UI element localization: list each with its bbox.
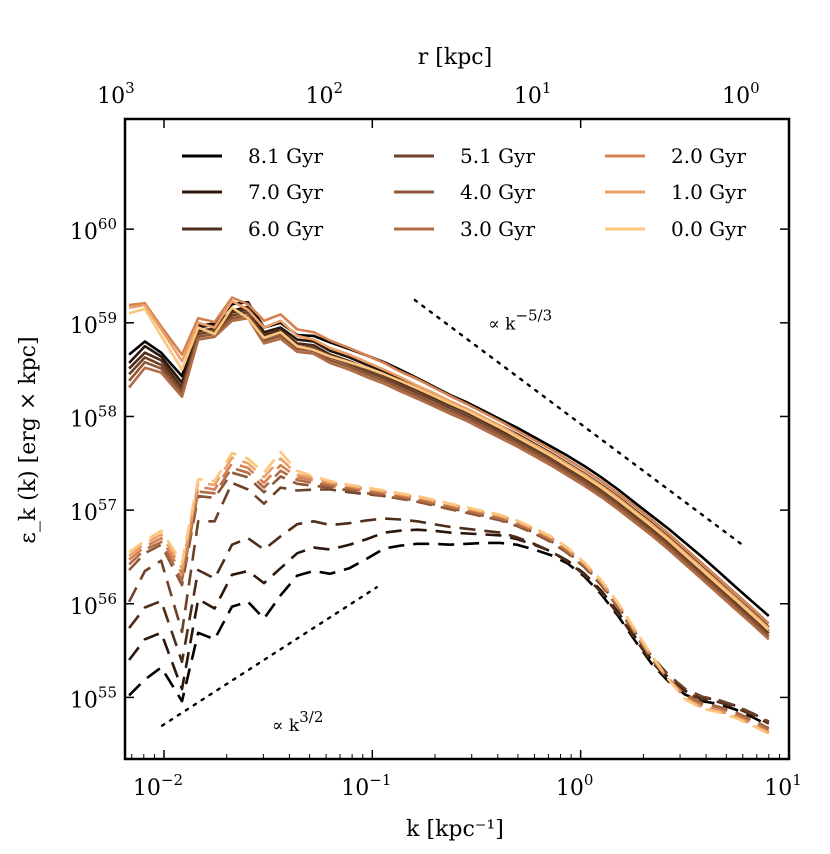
series-8-1-gyr-dashed <box>128 541 770 727</box>
top-tick-label: 101 <box>514 79 552 109</box>
legend-label-5-1-gyr: 5.1 Gyr <box>460 144 535 168</box>
y-tick-label: 1056 <box>70 590 117 620</box>
y-tick-label: 1060 <box>70 215 117 245</box>
guide-kolmogorov <box>413 298 747 549</box>
x-tick-label: 101 <box>764 771 802 801</box>
y-tick-label: 1057 <box>70 496 117 526</box>
legend-label-2-0-gyr: 2.0 Gyr <box>671 144 746 168</box>
x-tick-label: 100 <box>556 771 594 801</box>
y-tick-label: 1058 <box>70 402 117 432</box>
series-2-0-gyr-solid <box>128 296 770 625</box>
slope-three-halves: ∝ k3/2 <box>272 708 323 736</box>
top-tick-label: 103 <box>97 79 135 109</box>
top-tick-label: 100 <box>722 79 760 109</box>
plot-frame <box>123 117 791 761</box>
series-4-0-gyr-dashed <box>128 471 770 730</box>
data-series <box>127 296 770 736</box>
series-4-0-gyr-solid <box>128 314 770 638</box>
y-tick-label: 1055 <box>70 683 117 713</box>
series-5-1-gyr-solid <box>128 311 770 635</box>
x-axis: 10−2 10−1 100 101 <box>131 119 802 801</box>
legend-label-6-0-gyr: 6.0 Gyr <box>248 217 323 241</box>
slope-minus-five-thirds: ∝ k−5/3 <box>488 306 552 334</box>
series-0-0-gyr-solid <box>128 306 770 631</box>
legend-label-3-0-gyr: 3.0 Gyr <box>460 217 535 241</box>
series-3-0-gyr-solid <box>128 316 770 641</box>
y-axis-label: ε_k (k) [erg × kpc] <box>16 336 41 543</box>
legend: 8.1 Gyr 7.0 Gyr 6.0 Gyr 5.1 Gyr 4.0 Gyr 3.0 G… <box>182 144 746 241</box>
legend-label-7-0-gyr: 7.0 Gyr <box>248 180 323 204</box>
series-3-0-gyr-dashed <box>128 466 770 731</box>
y-axis: 1055 1056 1057 1058 1059 1060 <box>70 215 789 713</box>
legend-label-4-0-gyr: 4.0 Gyr <box>460 180 535 204</box>
guide-k32 <box>160 586 378 727</box>
x-tick-label: 10−1 <box>341 771 391 801</box>
x-tick-label: 10−2 <box>133 771 183 801</box>
series-1-0-gyr-solid <box>128 299 770 630</box>
series-0-0-gyr-dashed <box>128 450 770 736</box>
top-axis-label: r [kpc] <box>418 45 492 70</box>
legend-label-0-0-gyr: 0.0 Gyr <box>671 217 746 241</box>
annotations: ∝ k−5/3 ∝ k3/2 <box>272 306 552 735</box>
y-tick-label: 1059 <box>70 309 117 339</box>
legend-label-8-1-gyr: 8.1 Gyr <box>248 144 323 168</box>
series-8-1-gyr-solid <box>128 300 770 617</box>
x-axis-label: k [kpc⁻¹] <box>406 817 504 842</box>
top-tick-label: 102 <box>305 79 343 109</box>
guide-lines <box>160 298 747 727</box>
series-6-0-gyr-solid <box>128 308 770 632</box>
top-axis: 103 102 101 100 <box>97 79 760 109</box>
legend-label-1-0-gyr: 1.0 Gyr <box>671 180 746 204</box>
series-7-0-gyr-dashed <box>128 528 770 723</box>
